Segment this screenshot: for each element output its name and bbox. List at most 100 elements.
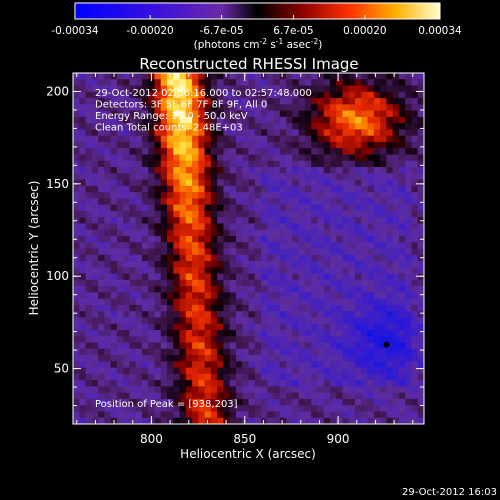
heatmap-cell: [361, 148, 368, 155]
heatmap-cell: [261, 179, 268, 187]
heatmap-cell: [411, 348, 419, 356]
heatmap-cell: [279, 154, 287, 162]
heatmap-cell: [348, 141, 356, 149]
heatmap-cell: [129, 179, 137, 187]
heatmap-cell: [392, 235, 400, 243]
heatmap-cell: [148, 123, 155, 130]
heatmap-cell: [417, 323, 424, 331]
heatmap-cell: [329, 229, 337, 237]
heatmap-cell: [273, 173, 281, 180]
heatmap-cell: [85, 417, 93, 424]
heatmap-cell: [304, 279, 312, 287]
heatmap-cell: [179, 267, 187, 274]
heatmap-cell: [380, 179, 387, 187]
heatmap-cell: [179, 148, 187, 155]
heatmap-cell: [135, 367, 143, 375]
heatmap-cell: [198, 110, 206, 118]
heatmap-cell: [110, 398, 118, 406]
heatmap-cell: [79, 91, 86, 99]
heatmap-cell: [279, 110, 287, 118]
heatmap-cell: [79, 261, 86, 268]
heatmap-cell: [85, 373, 93, 381]
heatmap-cell: [367, 261, 375, 268]
heatmap-cell: [417, 367, 424, 375]
heatmap-cell: [323, 160, 331, 168]
heatmap-cell: [292, 173, 300, 180]
heatmap-cell: [185, 223, 193, 231]
heatmap-cell: [317, 304, 325, 312]
heatmap-cell: [173, 73, 180, 80]
heatmap-cell: [73, 173, 80, 180]
heatmap-cell: [392, 123, 400, 130]
heatmap-cell: [417, 336, 424, 343]
heatmap-cell: [79, 405, 86, 412]
heatmap-cell: [85, 85, 93, 93]
heatmap-cell: [311, 336, 318, 343]
heatmap-cell: [355, 355, 362, 362]
heatmap-cell: [229, 223, 237, 231]
heatmap-cell: [135, 254, 143, 262]
heatmap-cell: [148, 85, 155, 93]
heatmap-cell: [204, 248, 212, 256]
heatmap-cell: [223, 235, 231, 243]
heatmap-cell: [386, 355, 394, 362]
heatmap-cell: [148, 405, 155, 412]
heatmap-cell: [254, 361, 262, 368]
heatmap-cell: [311, 267, 318, 274]
heatmap-cell: [73, 392, 80, 400]
heatmap-cell: [229, 192, 237, 199]
heatmap-cell: [304, 411, 312, 419]
heatmap-cell: [405, 135, 412, 143]
heatmap-cell: [116, 342, 124, 350]
heatmap-cell: [98, 336, 105, 343]
heatmap-cell: [192, 286, 199, 293]
heatmap-cell: [217, 398, 224, 406]
heatmap-cell: [317, 135, 325, 143]
heatmap-cell: [229, 279, 237, 287]
heatmap-cell: [292, 298, 300, 306]
heatmap-cell: [110, 141, 118, 149]
heatmap-cell: [223, 417, 231, 424]
heatmap-cell: [91, 367, 99, 375]
heatmap-cell: [160, 386, 168, 394]
heatmap-cell: [223, 273, 231, 281]
heatmap-cell: [411, 336, 419, 343]
heatmap-cell: [204, 342, 212, 350]
heatmap-cell: [79, 254, 86, 262]
heatmap-cell: [286, 361, 293, 368]
colorbar-frame: [74, 2, 441, 20]
heatmap-cell: [392, 104, 400, 112]
heatmap-cell: [167, 367, 174, 375]
heatmap-cell: [79, 154, 86, 162]
heatmap-cell: [411, 242, 419, 249]
heatmap-cell: [198, 311, 206, 318]
heatmap-cell: [392, 129, 400, 137]
heatmap-cell: [405, 198, 412, 206]
heatmap-cell: [198, 223, 206, 231]
heatmap-cell: [411, 317, 419, 325]
heatmap-cell: [273, 91, 281, 99]
heatmap-cell: [192, 386, 199, 394]
heatmap-cell: [411, 311, 419, 318]
heatmap-cell: [242, 223, 249, 231]
heatmap-cell: [160, 242, 168, 249]
heatmap-cell: [116, 179, 124, 187]
heatmap-cell: [386, 398, 394, 406]
heatmap-cell: [85, 355, 93, 362]
heatmap-cell: [85, 198, 93, 206]
heatmap-cell: [336, 311, 343, 318]
heatmap-cell: [392, 411, 400, 419]
heatmap-cell: [392, 373, 400, 381]
heatmap-cell: [411, 73, 419, 80]
heatmap-cell: [361, 185, 368, 193]
heatmap-cell: [392, 210, 400, 218]
heatmap-cell: [267, 79, 274, 86]
heatmap-cell: [311, 286, 318, 293]
heatmap-cell: [380, 405, 387, 412]
heatmap-cell: [355, 329, 362, 337]
heatmap-cell: [73, 104, 80, 112]
heatmap-cell: [267, 336, 274, 343]
heatmap-cell: [129, 185, 137, 193]
heatmap-cell: [210, 386, 218, 394]
heatmap-cell: [154, 392, 162, 400]
